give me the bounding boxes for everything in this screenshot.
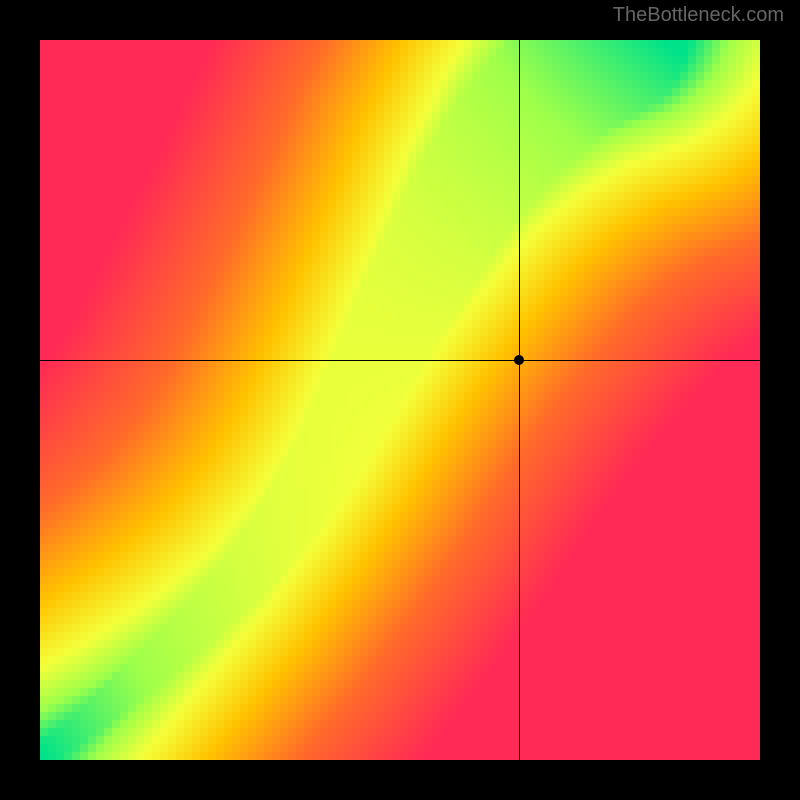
- crosshair-vertical-line: [519, 40, 520, 760]
- crosshair-horizontal-line: [40, 360, 760, 361]
- heatmap-plot: [40, 40, 760, 760]
- watermark-label: TheBottleneck.com: [613, 4, 784, 27]
- crosshair-point: [514, 355, 524, 365]
- heatmap-canvas: [40, 40, 760, 760]
